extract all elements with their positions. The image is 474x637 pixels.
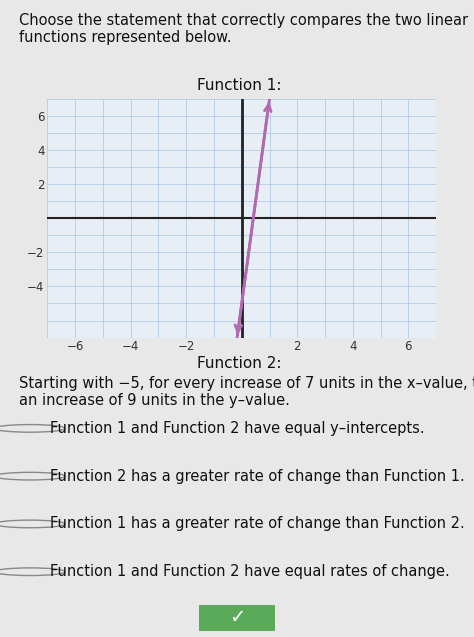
Text: Function 2 has a greater rate of change than Function 1.: Function 2 has a greater rate of change … xyxy=(50,469,465,483)
Text: Function 1 and Function 2 have equal y–intercepts.: Function 1 and Function 2 have equal y–i… xyxy=(50,421,424,436)
Text: Starting with −5, for every increase of 7 units in the x–value, there is
an incr: Starting with −5, for every increase of … xyxy=(19,376,474,408)
Text: Function 1 has a greater rate of change than Function 2.: Function 1 has a greater rate of change … xyxy=(50,517,465,531)
Text: Function 1:: Function 1: xyxy=(197,78,282,94)
Text: Choose the statement that correctly compares the two linear
functions represente: Choose the statement that correctly comp… xyxy=(19,13,468,45)
Text: Function 2:: Function 2: xyxy=(197,355,282,371)
Text: ✓: ✓ xyxy=(229,608,245,627)
Text: Function 1 and Function 2 have equal rates of change.: Function 1 and Function 2 have equal rat… xyxy=(50,564,449,579)
